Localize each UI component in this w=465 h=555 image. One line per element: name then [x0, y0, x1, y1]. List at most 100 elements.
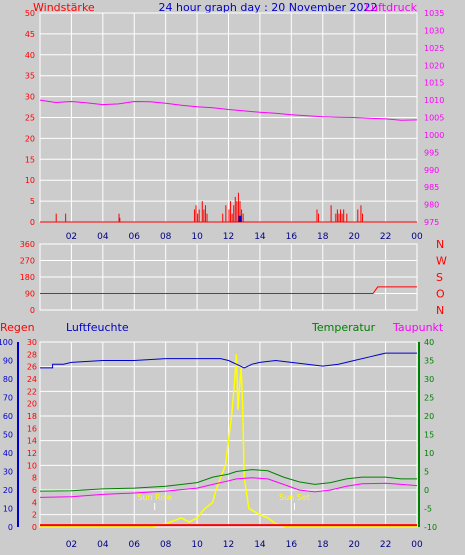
sunset-label: Sun Set: [279, 493, 310, 502]
rain-y-tick: 24: [27, 375, 37, 384]
temperature-y-tick: 5: [424, 468, 429, 477]
humidity-y-tick: 20: [3, 486, 13, 495]
wind-bar: [228, 209, 230, 222]
rain-label: Regen: [0, 321, 35, 334]
wind-y-tick: 50: [25, 9, 35, 18]
wind-y-tick: 40: [25, 51, 35, 60]
pressure-y-tick: 1000: [424, 131, 444, 140]
humidity-y-tick: 40: [3, 449, 13, 458]
sunrise-label: Sun Rise: [137, 493, 172, 502]
pressure-y-tick: 990: [424, 166, 439, 175]
rain-y-tick: 8: [32, 474, 37, 483]
rain-y-tick: 12: [27, 449, 37, 458]
x-tick-label: 10: [191, 540, 203, 550]
wind-bar: [236, 201, 238, 222]
x-tick-label: 12: [223, 232, 234, 242]
humidity-line: [40, 352, 417, 369]
x-tick-label: 16: [286, 540, 298, 550]
x-tick-label: 22: [380, 232, 391, 242]
pressure-y-tick: 985: [424, 183, 439, 192]
humidity-y-tick: 60: [3, 412, 13, 421]
wind-bar: [318, 213, 320, 222]
pressure-y-tick: 1015: [424, 79, 444, 88]
wind-bar: [362, 213, 364, 222]
wind-y-tick: 35: [25, 72, 35, 81]
pressure-y-tick: 995: [424, 148, 439, 157]
pressure-label: Luftdruck: [365, 1, 417, 14]
wind-bar: [338, 213, 340, 222]
wind-bar: [343, 209, 345, 222]
temperature-y-tick: 30: [424, 375, 434, 384]
temperature-y-tick: -5: [424, 505, 432, 514]
rain-y-tick: 14: [27, 437, 37, 446]
wind-bar: [230, 201, 232, 222]
wind-bar: [201, 201, 203, 222]
wind-bar: [239, 201, 241, 222]
wind-bar: [65, 213, 67, 222]
wind-bar: [237, 192, 239, 222]
humidity-y-tick: 80: [3, 375, 13, 384]
humidity-y-tick: 70: [3, 394, 13, 403]
wind-bar: [203, 209, 205, 222]
x-tick-label: 00: [411, 232, 423, 242]
wind-bar: [222, 213, 224, 222]
rain-y-tick: 26: [27, 363, 37, 372]
wind-bar: [55, 213, 57, 222]
rain-y-tick: 2: [32, 511, 37, 520]
compass-label: N: [436, 238, 444, 251]
wind-bar: [241, 209, 243, 222]
x-tick-label: 22: [380, 540, 391, 550]
rain-y-tick: 28: [27, 350, 37, 359]
wind-bar: [242, 213, 244, 222]
wind-bar: [225, 205, 227, 222]
compass-label: S: [436, 271, 443, 284]
wind-y-tick: 20: [25, 134, 35, 143]
pressure-y-tick: 1005: [424, 114, 444, 123]
x-tick-label: 06: [129, 540, 141, 550]
x-tick-label: 04: [97, 232, 109, 242]
wind-bar: [335, 213, 337, 222]
wind-bar: [231, 213, 233, 222]
humidity-y-tick: 10: [3, 505, 13, 514]
x-tick-label: 20: [348, 540, 360, 550]
temperature-y-tick: 15: [424, 431, 434, 440]
rain-y-tick: 4: [32, 498, 37, 507]
rain-y-tick: 10: [27, 461, 37, 470]
x-tick-label: 00: [411, 540, 423, 550]
wind-y-tick: 5: [30, 197, 35, 206]
temperature-y-tick: 35: [424, 357, 434, 366]
compass-label: O: [436, 288, 445, 301]
humidity-y-tick: 30: [3, 468, 13, 477]
gust-bar: [238, 215, 242, 222]
temperature-line: [39, 469, 417, 492]
wind-bar: [197, 213, 199, 222]
wind-bar: [316, 209, 318, 222]
temperature-label: Temperatur: [311, 321, 376, 334]
wind-bar: [193, 209, 195, 222]
temperature-y-tick: 20: [424, 412, 434, 421]
pressure-y-tick: 1035: [424, 9, 444, 18]
direction-y-tick: 0: [30, 306, 35, 315]
wind-bar: [234, 196, 236, 222]
wind-bar: [195, 205, 197, 222]
direction-line: [40, 286, 417, 294]
x-tick-label: 14: [254, 232, 266, 242]
wind-bar: [346, 213, 348, 222]
temperature-y-tick: 10: [424, 449, 434, 458]
rain-y-tick: 6: [32, 486, 37, 495]
wind-bar: [119, 217, 121, 222]
rain-y-tick: 22: [27, 387, 37, 396]
humidity-y-tick: 100: [0, 338, 13, 347]
wind-bar: [118, 213, 120, 222]
pressure-y-tick: 1025: [424, 44, 444, 53]
wind-bar: [360, 205, 362, 222]
humidity-y-tick: 0: [8, 523, 13, 532]
wind-y-tick: 15: [25, 155, 35, 164]
wind-bar: [206, 213, 208, 222]
x-tick-label: 04: [97, 540, 109, 550]
rain-y-tick: 0: [32, 523, 37, 532]
rain-y-tick: 18: [27, 412, 37, 421]
pressure-line: [39, 99, 418, 121]
humidity-y-tick: 50: [3, 431, 13, 440]
